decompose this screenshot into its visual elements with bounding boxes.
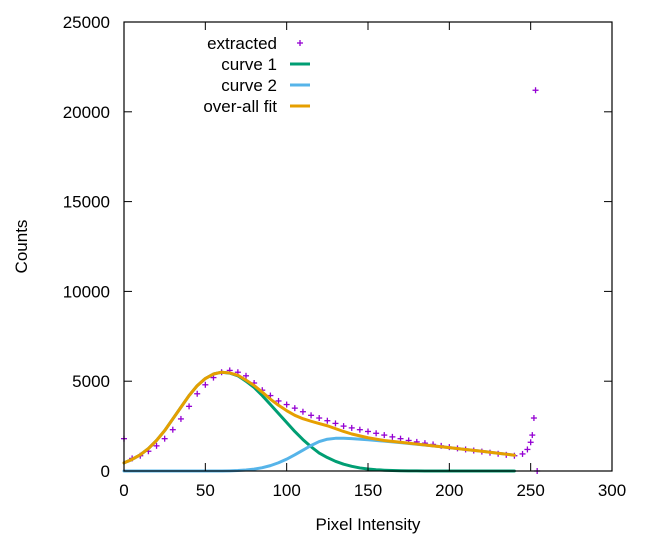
data-point (530, 415, 537, 422)
data-point (308, 412, 315, 419)
data-point (529, 432, 536, 439)
x-tick-label: 50 (196, 481, 215, 500)
data-point (194, 390, 201, 397)
data-point (283, 401, 290, 408)
legend: extracted curve 1 curve 2 over-all fit (203, 34, 310, 116)
data-point (332, 420, 339, 427)
plot-marks (121, 87, 541, 474)
data-point (177, 415, 184, 422)
x-tick-label: 150 (354, 481, 382, 500)
y-axis-label: Counts (12, 220, 31, 274)
data-point (161, 435, 168, 442)
legend-item-extracted: extracted (207, 34, 303, 53)
data-point (524, 446, 531, 453)
x-axis-label: Pixel Intensity (316, 515, 421, 534)
data-point (186, 403, 193, 410)
legend-item-over-all-fit: over-all fit (203, 97, 310, 116)
x-tick-label: 0 (119, 481, 128, 500)
data-point (532, 87, 539, 94)
y-tick-label: 20000 (63, 103, 110, 122)
x-tick-label: 100 (272, 481, 300, 500)
data-point (381, 432, 388, 439)
legend-label: over-all fit (203, 97, 277, 116)
x-tick-label: 300 (598, 481, 626, 500)
y-tick-label: 0 (101, 462, 110, 481)
y-tick-label: 5000 (72, 372, 110, 391)
data-point (348, 424, 355, 431)
legend-item-curve-1: curve 1 (221, 55, 310, 74)
data-point (519, 450, 526, 457)
data-point (299, 408, 306, 415)
ticks: 0 50 100 150 200 250 300 0 5000 10000 15000 20000 25… (63, 13, 626, 500)
data-point (243, 372, 249, 379)
legend-label: extracted (207, 34, 277, 53)
data-point (169, 426, 176, 433)
data-point (389, 433, 396, 440)
data-point (356, 426, 363, 433)
legend-label: curve 2 (221, 76, 277, 95)
data-point (202, 381, 209, 388)
data-point (373, 430, 380, 437)
legend-label: curve 1 (221, 55, 277, 74)
data-point (397, 435, 404, 442)
data-point (291, 405, 298, 412)
y-tick-label: 10000 (63, 282, 110, 301)
y-tick-label: 25000 (63, 13, 110, 32)
series-extracted (121, 87, 541, 474)
data-point (275, 397, 282, 404)
data-point (527, 439, 534, 446)
y-tick-label: 15000 (63, 193, 110, 212)
data-point (324, 417, 331, 424)
data-point (153, 442, 160, 449)
data-point (340, 423, 347, 430)
data-point (365, 428, 371, 435)
x-tick-label: 200 (435, 481, 463, 500)
series-line-over-all-fit (122, 370, 516, 465)
data-point (316, 415, 323, 422)
plot-frame (123, 21, 613, 472)
x-tick-label: 250 (516, 481, 544, 500)
series-line-curve-1 (122, 370, 516, 473)
legend-item-curve-2: curve 2 (221, 76, 310, 95)
